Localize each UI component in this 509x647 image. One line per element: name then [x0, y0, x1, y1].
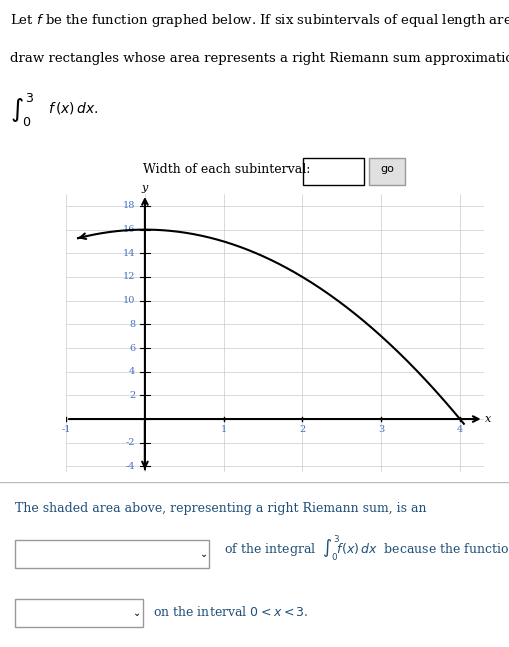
- Text: go: go: [380, 164, 394, 174]
- FancyBboxPatch shape: [369, 158, 405, 185]
- Text: draw rectangles whose area represents a right Riemann sum approximation of: draw rectangles whose area represents a …: [10, 52, 509, 65]
- Text: -2: -2: [126, 438, 135, 447]
- FancyBboxPatch shape: [15, 599, 143, 627]
- Text: Width of each subinterval:: Width of each subinterval:: [143, 162, 310, 176]
- Text: $f\,(x)\,dx.$: $f\,(x)\,dx.$: [48, 100, 99, 116]
- Text: 2: 2: [129, 391, 135, 400]
- Text: ⌄: ⌄: [133, 608, 142, 618]
- FancyBboxPatch shape: [15, 540, 209, 568]
- Text: 3: 3: [378, 425, 384, 434]
- Text: $\int_0^3$: $\int_0^3$: [10, 93, 35, 129]
- Text: 1: 1: [220, 425, 227, 434]
- Text: 12: 12: [123, 272, 135, 281]
- Text: ⌄: ⌄: [200, 549, 208, 559]
- Text: 2: 2: [299, 425, 305, 434]
- Text: 16: 16: [123, 225, 135, 234]
- Text: on the interval $0 < x < 3$.: on the interval $0 < x < 3$.: [153, 604, 308, 619]
- FancyBboxPatch shape: [303, 158, 364, 185]
- Text: 4: 4: [129, 367, 135, 376]
- Text: The shaded area above, representing a right Riemann sum, is an: The shaded area above, representing a ri…: [15, 502, 427, 515]
- Text: of the integral  $\int_0^3\! f(x)\,dx$  because the function is: of the integral $\int_0^3\! f(x)\,dx$ be…: [224, 533, 509, 563]
- Text: 18: 18: [123, 201, 135, 210]
- Text: 8: 8: [129, 320, 135, 329]
- Text: Let $f$ be the function graphed below. If six subintervals of equal length are u: Let $f$ be the function graphed below. I…: [10, 12, 509, 29]
- Text: x: x: [485, 414, 491, 424]
- Text: 10: 10: [123, 296, 135, 305]
- Text: -1: -1: [62, 425, 71, 434]
- Text: 6: 6: [129, 344, 135, 353]
- Text: y: y: [142, 183, 148, 193]
- Text: -4: -4: [126, 462, 135, 471]
- Text: 4: 4: [457, 425, 463, 434]
- Text: 14: 14: [123, 249, 135, 258]
